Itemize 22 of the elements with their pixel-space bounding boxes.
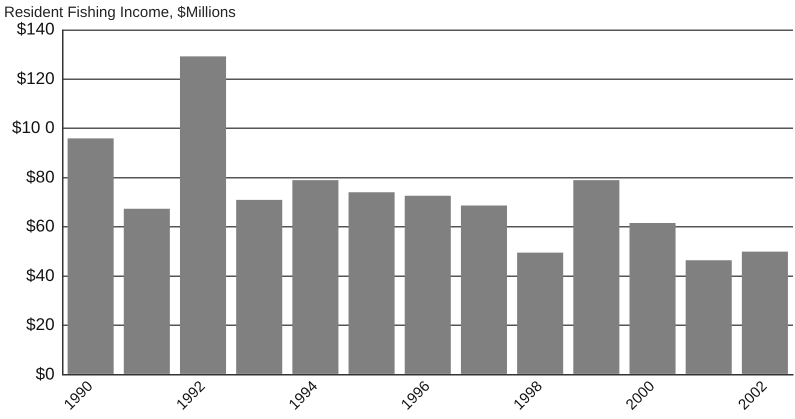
bar: [180, 56, 226, 374]
bar: [348, 192, 395, 374]
bar: [686, 260, 732, 374]
bar: [292, 180, 338, 374]
bar: [460, 206, 507, 374]
y-tick-label: $80: [26, 167, 55, 186]
y-tick-label: $40: [26, 266, 55, 285]
bar: [404, 196, 451, 374]
y-tick-label: $140: [16, 20, 55, 39]
bar: [742, 252, 788, 374]
y-tick-label: $20: [26, 315, 55, 334]
y-tick-label: $60: [26, 216, 55, 236]
bar: [629, 223, 676, 374]
bar: [124, 208, 170, 374]
y-tick-label: $0: [36, 364, 55, 384]
bar: [236, 200, 282, 374]
bar: [573, 180, 620, 374]
bar: [68, 138, 114, 374]
bar: [517, 252, 564, 374]
y-tick-label: $120: [16, 68, 55, 88]
y-tick-label: $10 0: [12, 118, 55, 138]
chart-title: Resident Fishing Income, $Millions: [4, 4, 236, 22]
